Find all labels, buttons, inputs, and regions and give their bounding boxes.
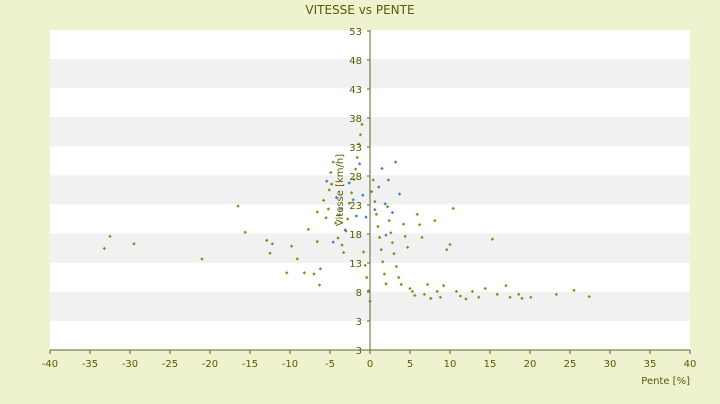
data-point: [490, 237, 495, 241]
y-tick-label: 28: [349, 172, 362, 183]
data-point: [306, 227, 311, 232]
data-point: [572, 288, 576, 292]
data-point: [243, 230, 247, 234]
y-tick-label: 8: [356, 288, 362, 299]
data-point: [390, 241, 395, 245]
y-tick-label: 48: [349, 56, 362, 67]
data-point: [200, 257, 204, 261]
y-tick-label: 38: [349, 114, 362, 125]
data-point: [554, 292, 559, 297]
x-tick-label: 0: [367, 359, 373, 370]
data-point: [357, 142, 361, 146]
x-tick-label: -20: [202, 359, 218, 370]
data-point: [354, 214, 359, 218]
x-tick-label: 30: [604, 359, 617, 370]
x-tick-label: 25: [564, 359, 577, 370]
y-tick-label: 23: [349, 201, 362, 212]
y-axis-label: Vitesse [km/h]: [335, 154, 346, 226]
x-tick-label: -25: [162, 359, 178, 370]
x-tick-label: -40: [42, 359, 58, 370]
data-point: [386, 178, 391, 182]
data-point: [361, 193, 365, 197]
data-point: [377, 185, 381, 189]
x-tick-label: 15: [484, 359, 497, 370]
x-tick-label: 40: [684, 359, 697, 370]
data-point: [517, 292, 521, 297]
data-point: [102, 246, 107, 251]
x-tick-label: 20: [524, 359, 537, 370]
y-tick-label: 53: [349, 27, 362, 38]
x-tick-label: -15: [242, 359, 258, 370]
y-tick-label: 18: [349, 230, 362, 241]
data-point: [390, 210, 395, 215]
y-tick-label: 3: [356, 346, 362, 357]
data-point: [132, 242, 136, 246]
x-tick-label: -30: [122, 359, 138, 370]
data-point: [373, 207, 377, 212]
data-point: [326, 207, 331, 211]
data-point: [389, 231, 393, 235]
data-point: [358, 133, 363, 137]
data-point: [587, 294, 591, 299]
data-point: [374, 212, 379, 216]
x-axis-label: Pente [%]: [641, 376, 690, 387]
data-point: [329, 170, 333, 175]
data-point: [360, 122, 364, 127]
data-point: [445, 247, 449, 252]
y-tick-label: 43: [349, 85, 362, 96]
data-point: [334, 195, 339, 200]
data-point: [265, 238, 269, 243]
x-tick-label: 10: [444, 359, 457, 370]
data-point: [433, 218, 437, 223]
x-tick-labels: -40 -35 -30 -25 -20 -15 -10 -5 0 5 10 15 20 25 30 35 40: [42, 350, 697, 370]
data-point: [373, 199, 377, 204]
x-tick-label: 35: [644, 359, 657, 370]
data-point: [520, 296, 524, 301]
y-tick-label: 3: [356, 317, 362, 328]
data-point: [236, 204, 240, 208]
data-point: [325, 179, 329, 183]
x-tick-label: -10: [282, 359, 298, 370]
data-point: [270, 242, 275, 246]
x-tick-label: -5: [325, 359, 335, 370]
x-tick-label: 5: [407, 359, 413, 370]
data-point: [529, 295, 533, 299]
x-tick-label: -35: [82, 359, 98, 370]
y-tick-label: 13: [349, 259, 362, 270]
y-tick-label: 33: [349, 143, 362, 154]
chart-title: VITESSE vs PENTE: [305, 3, 414, 17]
